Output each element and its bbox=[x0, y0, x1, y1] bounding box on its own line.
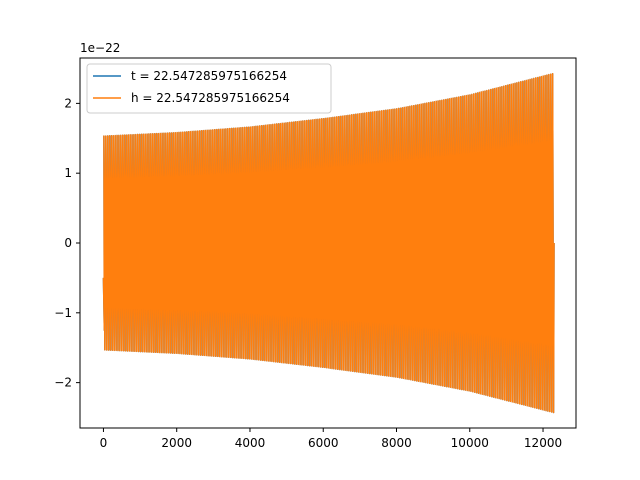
x-tick-label: 10000 bbox=[451, 436, 489, 450]
legend: t = 22.547285975166254 h = 22.5472859751… bbox=[86, 63, 332, 114]
y-tick-label: 2 bbox=[64, 96, 72, 110]
legend-label-t: t = 22.547285975166254 bbox=[131, 69, 287, 83]
y-tick-label: 1 bbox=[64, 166, 72, 180]
x-axis: 0 2000 4000 6000 8000 10000 12000 bbox=[100, 428, 562, 450]
x-tick-label: 2000 bbox=[161, 436, 192, 450]
legend-box bbox=[86, 63, 332, 114]
y-offset-label: 1e−22 bbox=[80, 41, 120, 55]
legend-label-h: h = 22.547285975166254 bbox=[131, 91, 290, 105]
x-tick-label: 8000 bbox=[381, 436, 412, 450]
x-tick-label: 6000 bbox=[308, 436, 339, 450]
plot-lines bbox=[102, 72, 555, 414]
y-axis: −2 −1 0 1 2 bbox=[54, 96, 80, 390]
y-tick-label: −2 bbox=[54, 376, 72, 390]
series-line-h bbox=[102, 72, 555, 414]
x-tick-label: 12000 bbox=[524, 436, 562, 450]
x-tick-label: 4000 bbox=[235, 436, 266, 450]
x-tick-label: 0 bbox=[100, 436, 108, 450]
y-tick-label: 0 bbox=[64, 236, 72, 250]
y-tick-label: −1 bbox=[54, 306, 72, 320]
